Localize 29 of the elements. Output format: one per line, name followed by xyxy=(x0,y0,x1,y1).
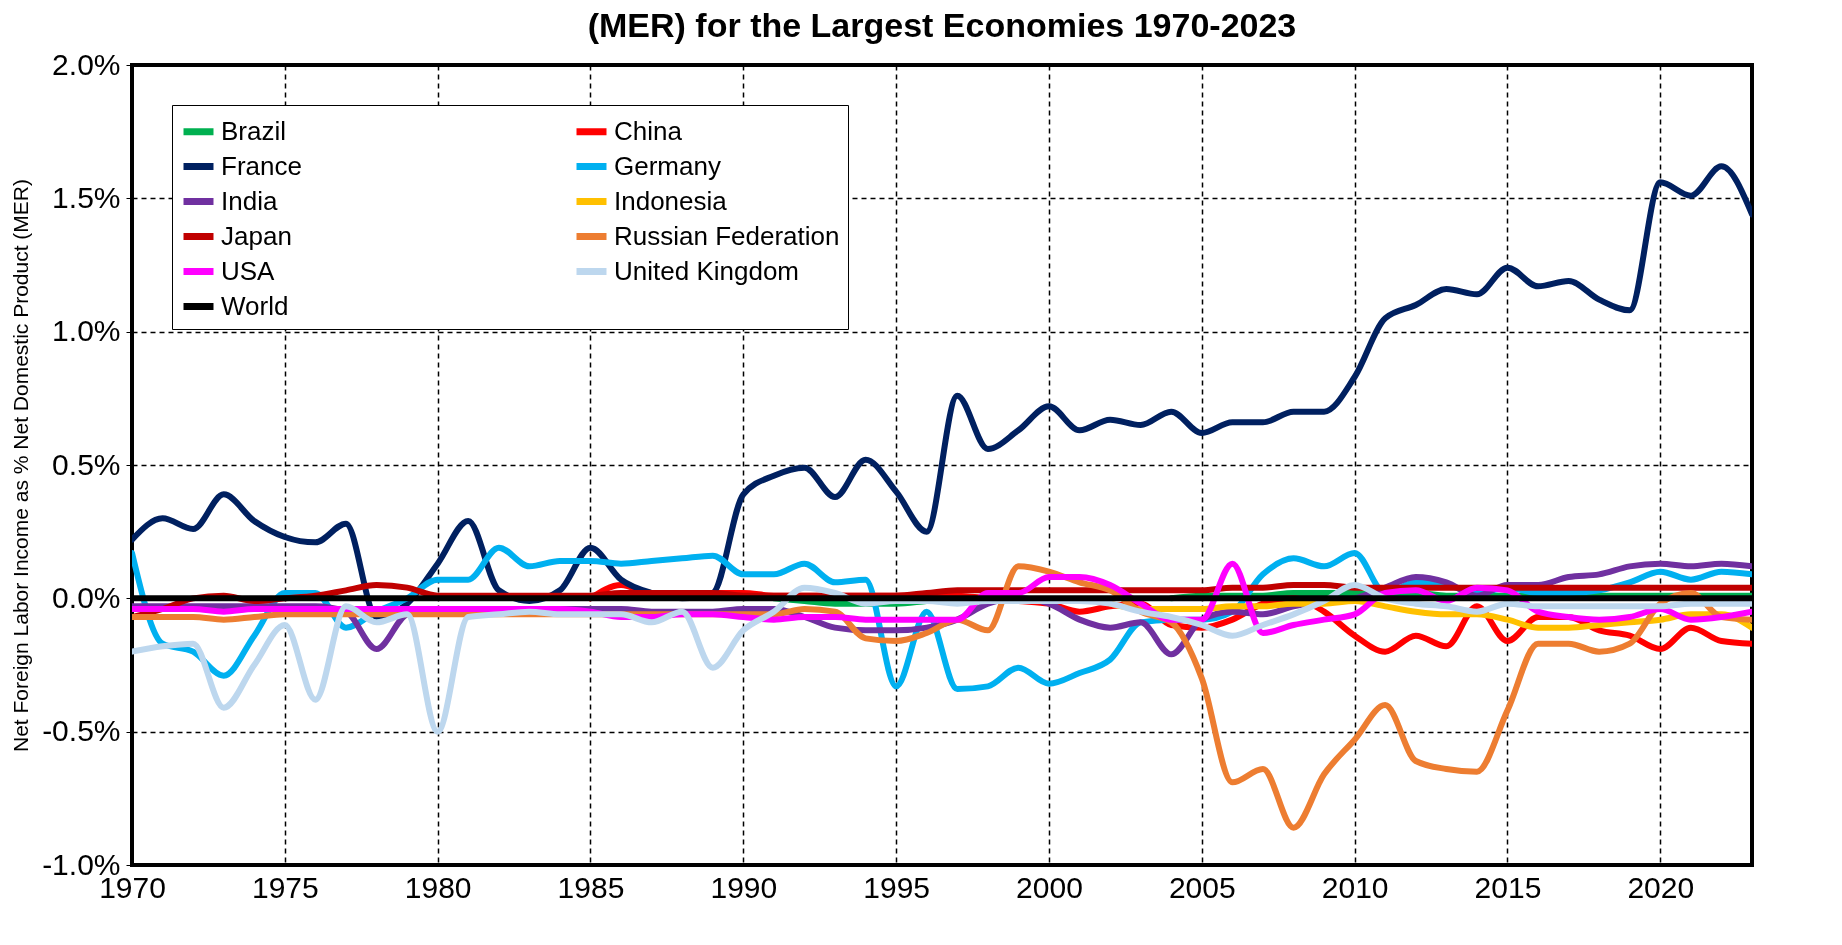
legend-label: China xyxy=(614,115,683,146)
x-tick-label: 2000 xyxy=(1016,870,1083,904)
x-tick-label: 1995 xyxy=(863,870,931,904)
chart-title: (MER) for the Largest Economies 1970-2023 xyxy=(587,6,1297,44)
legend-label: World xyxy=(221,290,289,321)
x-tick-label: 1985 xyxy=(557,870,625,904)
x-tick-label: 2020 xyxy=(1627,870,1695,904)
legend-label: Japan xyxy=(221,220,292,251)
x-tick-label: 2010 xyxy=(1321,870,1389,904)
legend-label: India xyxy=(221,185,278,216)
y-tick-label: 1.0% xyxy=(52,314,121,348)
legend-label: USA xyxy=(221,255,276,286)
y-tick-label: 1.5% xyxy=(52,180,121,214)
y-tick-label: 2.0% xyxy=(52,47,121,81)
legend-label: France xyxy=(221,150,302,181)
legend-label: United Kingdom xyxy=(614,255,799,286)
x-tick-label: 2015 xyxy=(1474,870,1542,904)
x-tick-label: 1975 xyxy=(251,870,319,904)
x-tick-label: 2005 xyxy=(1168,870,1236,904)
legend-label: Russian Federation xyxy=(614,220,840,251)
x-tick-label: 1990 xyxy=(710,870,778,904)
legend-label: Indonesia xyxy=(614,185,728,216)
y-tick-label: 0.5% xyxy=(52,447,121,481)
legend-label: Germany xyxy=(614,150,721,181)
legend-label: Brazil xyxy=(221,115,287,146)
y-axis-title: Net Foreign Labor Income as % Net Domestic Product (MER) xyxy=(9,178,33,753)
y-tick-label: 0.0% xyxy=(52,580,121,614)
y-tick-label: -0.5% xyxy=(42,714,121,748)
x-tick-label: 1980 xyxy=(404,870,472,904)
